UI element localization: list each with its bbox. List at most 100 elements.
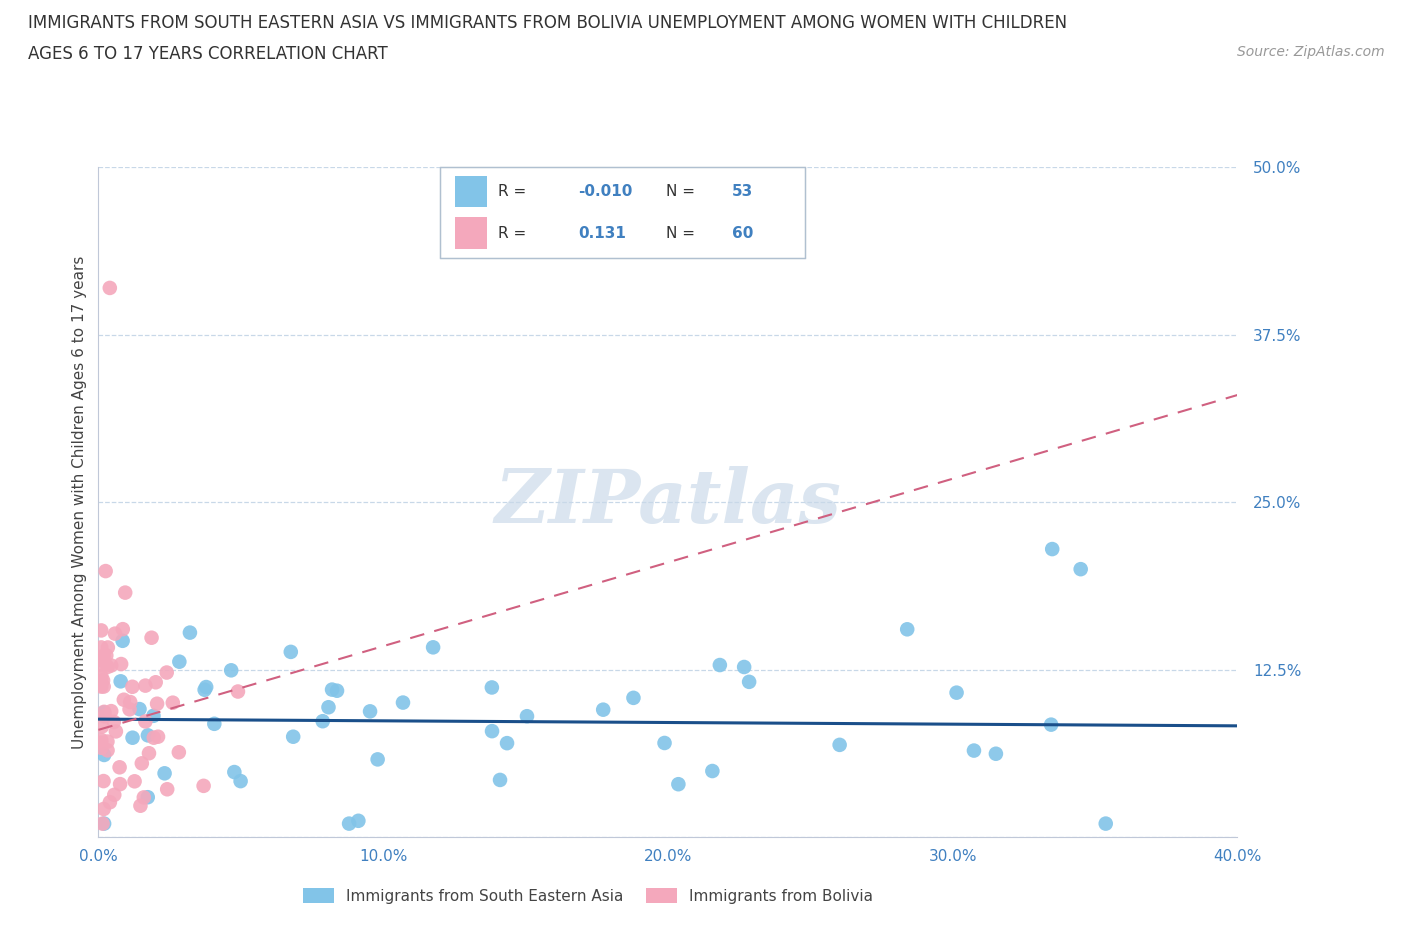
Point (367, 752, 389, 767)
Point (97, 659, 120, 674)
Point (110, 674, 132, 689)
Point (142, 709, 165, 724)
Point (136, 790, 159, 804)
Point (162, 696, 184, 711)
Point (702, 764, 724, 778)
Point (131, 756, 153, 771)
Point (516, 709, 538, 724)
Point (326, 684, 349, 698)
Point (1040, 541, 1063, 556)
Point (1040, 717, 1063, 732)
Point (153, 766, 176, 781)
Point (481, 724, 503, 738)
Point (738, 674, 761, 689)
Point (112, 692, 135, 707)
Point (94, 564, 117, 578)
Point (96, 743, 118, 758)
Point (202, 716, 225, 731)
Point (108, 777, 131, 791)
Point (93, 774, 115, 789)
Point (167, 745, 190, 760)
Point (134, 714, 156, 729)
Point (489, 773, 512, 788)
Point (896, 622, 918, 637)
Point (321, 683, 343, 698)
Point (337, 817, 360, 831)
Point (103, 788, 125, 803)
Point (984, 746, 1007, 761)
Point (104, 626, 127, 641)
Point (90, 653, 112, 668)
Point (226, 684, 249, 699)
Point (120, 695, 142, 710)
Point (146, 697, 169, 711)
Legend: Immigrants from South Eastern Asia, Immigrants from Bolivia: Immigrants from South Eastern Asia, Immi… (297, 882, 879, 910)
Point (283, 729, 305, 744)
Point (347, 814, 370, 829)
Point (1070, 562, 1092, 577)
Point (963, 743, 986, 758)
Text: IMMIGRANTS FROM SOUTH EASTERN ASIA VS IMMIGRANTS FROM BOLIVIA UNEMPLOYMENT AMONG: IMMIGRANTS FROM SOUTH EASTERN ASIA VS IM… (28, 14, 1067, 32)
Point (312, 714, 335, 729)
Point (90, 658, 112, 673)
Point (142, 730, 165, 745)
Point (129, 798, 152, 813)
Point (224, 764, 246, 779)
Point (96, 734, 118, 749)
Point (169, 655, 191, 670)
Point (90, 640, 112, 655)
Point (709, 658, 731, 672)
Point (90, 679, 112, 694)
Point (93, 748, 115, 763)
Point (1094, 817, 1116, 831)
Point (195, 680, 218, 695)
Point (121, 679, 143, 694)
Point (100, 704, 122, 719)
Point (654, 736, 676, 751)
Point (91, 817, 114, 831)
Point (945, 685, 967, 700)
Point (111, 633, 134, 648)
Point (318, 699, 340, 714)
Point (392, 695, 415, 710)
Point (194, 683, 217, 698)
Point (280, 644, 302, 659)
Point (104, 724, 127, 738)
Point (219, 663, 242, 678)
Point (422, 640, 444, 655)
Point (141, 631, 163, 645)
Point (193, 778, 215, 793)
Point (90, 733, 112, 748)
Point (481, 680, 503, 695)
Point (90, 623, 112, 638)
Point (93, 648, 115, 663)
Point (229, 774, 252, 789)
Point (96, 648, 118, 663)
Point (496, 736, 519, 751)
Point (124, 774, 146, 789)
Text: AGES 6 TO 17 YEARS CORRELATION CHART: AGES 6 TO 17 YEARS CORRELATION CHART (28, 45, 388, 62)
Point (128, 701, 150, 716)
Point (136, 728, 159, 743)
Point (90, 669, 112, 684)
Point (359, 704, 381, 719)
Point (138, 746, 160, 761)
Point (97, 640, 120, 655)
Point (156, 782, 179, 797)
Point (93, 679, 115, 694)
Point (98, 795, 121, 810)
Y-axis label: Unemployment Among Women with Children Ages 6 to 17 years: Unemployment Among Women with Children A… (72, 256, 87, 749)
Point (93, 705, 115, 720)
Point (666, 777, 689, 791)
Point (733, 659, 755, 674)
Point (179, 625, 201, 640)
Point (93, 704, 115, 719)
Point (118, 702, 141, 717)
Point (146, 729, 169, 744)
Point (108, 760, 131, 775)
Point (111, 622, 134, 637)
Point (145, 675, 167, 690)
Point (623, 690, 645, 705)
Text: Source: ZipAtlas.com: Source: ZipAtlas.com (1237, 45, 1385, 59)
Point (90, 736, 112, 751)
